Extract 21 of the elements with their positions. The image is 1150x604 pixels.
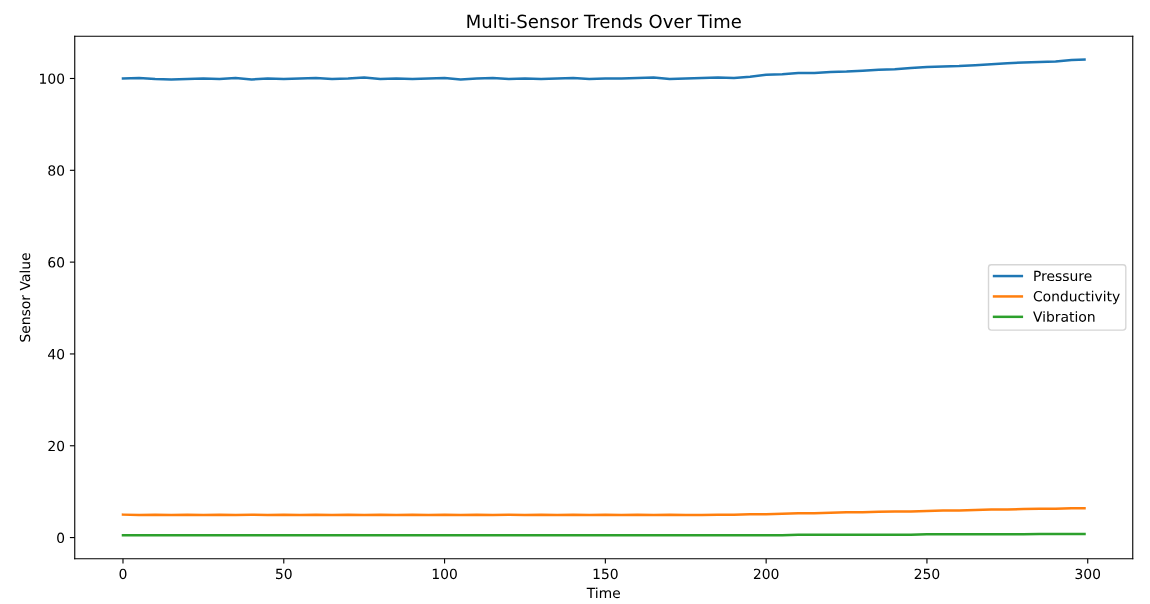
y-tick-label: 40 — [48, 348, 65, 360]
legend-label: Pressure — [1034, 270, 1092, 282]
legend-label: Vibration — [1033, 311, 1095, 322]
x-tick-label: 0 — [119, 568, 127, 580]
x-tick-label: 50 — [276, 568, 292, 580]
y-tick-label: 80 — [48, 165, 65, 176]
line-series — [121, 58, 1086, 81]
legend-label: Conductivity — [1033, 290, 1120, 305]
x-tick-label: 200 — [753, 568, 779, 580]
y-tick-label: 20 — [48, 440, 65, 452]
x-tick-label: 250 — [914, 568, 940, 580]
chart-title: Multi-Sensor Trends Over Time — [467, 14, 741, 29]
x-tick-label: 150 — [593, 568, 618, 580]
x-tick-label: 300 — [1075, 568, 1101, 580]
y-tick-label: 0 — [57, 532, 65, 544]
y-axis-title: Sensor Value — [19, 253, 31, 342]
y-tick-label: 60 — [48, 257, 65, 268]
y-tick-label: 100 — [40, 73, 65, 84]
x-axis-title: Time — [586, 587, 620, 599]
x-tick-label: 100 — [432, 568, 457, 580]
line-series — [121, 506, 1086, 517]
